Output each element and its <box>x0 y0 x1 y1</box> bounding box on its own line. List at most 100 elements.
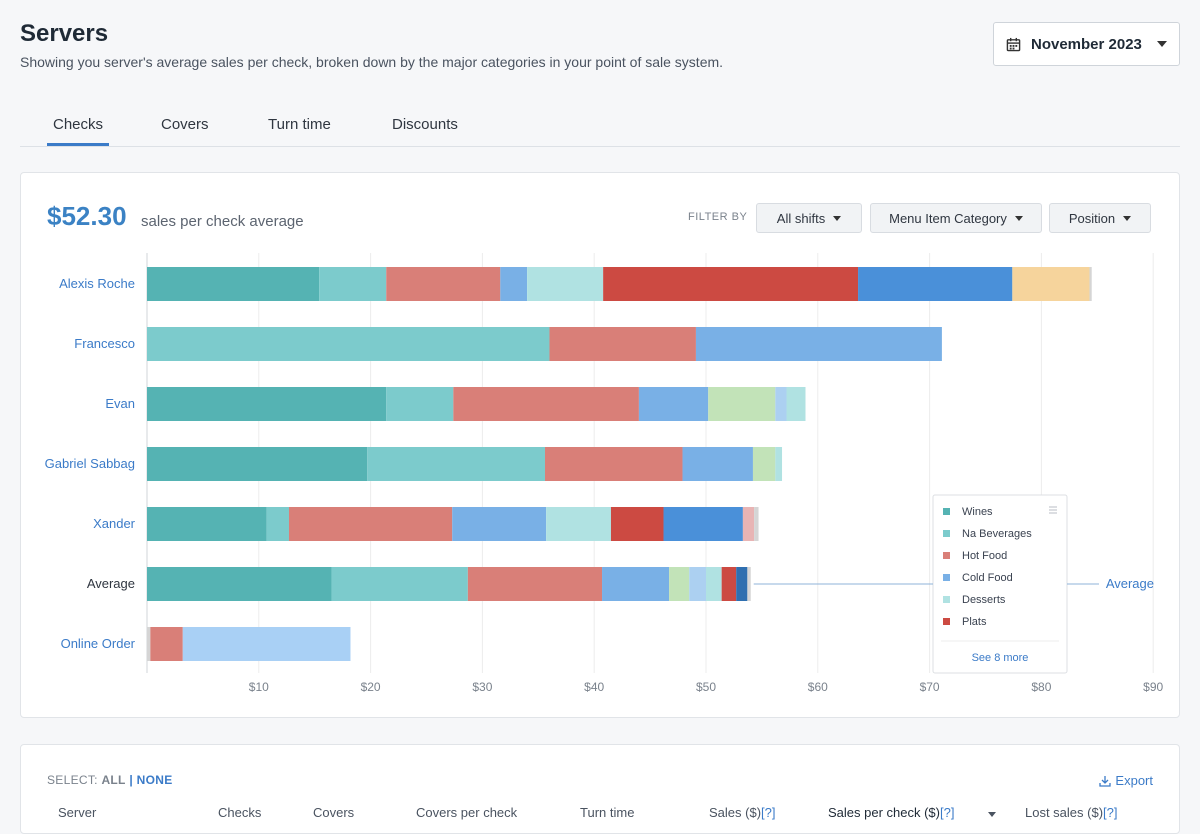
bar-segment[interactable] <box>147 447 368 481</box>
bar-segment[interactable] <box>331 567 468 601</box>
help-marker[interactable]: [?] <box>761 805 776 820</box>
filter-shifts-button[interactable]: All shifts <box>756 203 862 233</box>
page-header: Servers Showing you server's average sal… <box>20 18 920 70</box>
date-picker-button[interactable]: November 2023 <box>993 22 1180 66</box>
bar-segment[interactable] <box>610 507 664 541</box>
help-marker[interactable]: [?] <box>940 805 955 820</box>
x-tick-label: $60 <box>808 680 828 694</box>
column-sales-per-check[interactable]: Sales per check ($)[?] <box>828 805 997 820</box>
bar-segment[interactable] <box>736 567 748 601</box>
bar-segment[interactable] <box>708 387 776 421</box>
bar-segment[interactable] <box>752 447 776 481</box>
bar-segment[interactable] <box>775 447 783 481</box>
bar-segment[interactable] <box>695 327 942 361</box>
column-turn-time[interactable]: Turn time <box>580 805 635 820</box>
bar-segment[interactable] <box>858 267 1013 301</box>
bar-segment[interactable] <box>747 567 751 601</box>
bar-segment[interactable] <box>147 627 151 661</box>
bar-segment[interactable] <box>147 387 387 421</box>
legend-see-more-link[interactable]: See 8 more <box>972 652 1029 664</box>
column-covers[interactable]: Covers <box>313 805 355 820</box>
category-label[interactable]: Evan <box>105 396 135 411</box>
table-card: SELECT: ALL | NONE Export Server Checks … <box>20 744 1180 834</box>
download-icon <box>1099 775 1112 787</box>
legend-swatch <box>943 574 950 581</box>
tab-covers[interactable]: Covers <box>161 116 209 133</box>
legend-box <box>932 494 1068 674</box>
x-tick-label: $70 <box>920 680 940 694</box>
filter-position-button[interactable]: Position <box>1049 203 1151 233</box>
bar-segment[interactable] <box>602 567 670 601</box>
column-checks[interactable]: Checks <box>218 805 262 820</box>
category-label[interactable]: Francesco <box>74 336 135 351</box>
legend-entry-label[interactable]: Hot Food <box>962 550 1007 562</box>
bar-segment[interactable] <box>288 507 453 541</box>
bar-segment[interactable] <box>603 267 859 301</box>
bar-segment[interactable] <box>638 387 709 421</box>
bar-segment[interactable] <box>721 567 737 601</box>
bar-segment[interactable] <box>319 267 387 301</box>
tab-checks[interactable]: Checks <box>47 116 110 146</box>
column-lost-sales[interactable]: Lost sales ($)[?] <box>1025 805 1118 820</box>
bar-segment[interactable] <box>527 267 604 301</box>
caret-down-icon <box>1157 41 1167 47</box>
bar-segment[interactable] <box>266 507 289 541</box>
summary-label: sales per check average <box>141 213 304 230</box>
bar-segment[interactable] <box>367 447 546 481</box>
tab-turn-time[interactable]: Turn time <box>268 116 331 133</box>
bar-segment[interactable] <box>549 327 696 361</box>
bar-segment[interactable] <box>1089 267 1092 301</box>
bar-segment[interactable] <box>742 507 755 541</box>
category-label[interactable]: Online Order <box>61 636 136 651</box>
category-label[interactable]: Gabriel Sabbag <box>45 456 135 471</box>
bar-segment[interactable] <box>386 387 454 421</box>
legend-swatch <box>943 552 950 559</box>
filter-label: FILTER BY <box>688 211 748 223</box>
bar-segment[interactable] <box>386 267 501 301</box>
bar-segment[interactable] <box>147 507 267 541</box>
select-all-link[interactable]: ALL <box>101 773 126 787</box>
bar-segment[interactable] <box>754 507 759 541</box>
x-tick-label: $20 <box>361 680 381 694</box>
bar-segment[interactable] <box>669 567 690 601</box>
bar-segment[interactable] <box>546 507 611 541</box>
tab-discounts[interactable]: Discounts <box>392 116 458 133</box>
bar-segment[interactable] <box>1012 267 1090 301</box>
filter-shifts-label: All shifts <box>776 210 826 226</box>
bar-segment[interactable] <box>147 267 320 301</box>
bar-segment[interactable] <box>453 387 639 421</box>
category-label[interactable]: Alexis Roche <box>59 276 135 291</box>
legend-swatch <box>943 530 950 537</box>
category-label[interactable]: Xander <box>93 516 136 531</box>
bar-segment[interactable] <box>786 387 806 421</box>
bar-segment[interactable] <box>545 447 683 481</box>
bar-segment[interactable] <box>689 567 706 601</box>
column-sales[interactable]: Sales ($)[?] <box>709 805 776 820</box>
bar-segment[interactable] <box>452 507 547 541</box>
column-server[interactable]: Server <box>58 805 97 820</box>
legend-entry-label[interactable]: Wines <box>962 506 993 518</box>
bar-segment[interactable] <box>682 447 753 481</box>
bar-segment[interactable] <box>706 567 722 601</box>
export-label: Export <box>1115 773 1153 788</box>
bar-segment[interactable] <box>147 567 332 601</box>
legend-entry-label[interactable]: Plats <box>962 616 987 628</box>
filter-category-button[interactable]: Menu Item Category <box>870 203 1042 233</box>
bar-segment[interactable] <box>150 627 183 661</box>
caret-down-icon <box>833 215 842 221</box>
bar-segment[interactable] <box>182 627 351 661</box>
column-covers-per-check[interactable]: Covers per check <box>416 805 518 820</box>
select-none-link[interactable]: NONE <box>136 773 173 787</box>
export-button[interactable]: Export <box>1099 773 1153 788</box>
bar-segment[interactable] <box>663 507 743 541</box>
stacked-bar-chart: $10 $20 $30 $40 $50 $60 $70 $80 $90 Alexis Roche F… <box>45 253 1164 694</box>
legend-entry-label[interactable]: Na Beverages <box>962 528 1032 540</box>
legend-entry-label[interactable]: Desserts <box>962 594 1006 606</box>
bar-segment[interactable] <box>500 267 528 301</box>
bar-segment[interactable] <box>147 327 550 361</box>
bar-segment[interactable] <box>775 387 787 421</box>
bar-segment[interactable] <box>467 567 603 601</box>
legend-entry-label[interactable]: Cold Food <box>962 572 1013 584</box>
summary-value: $52.30 <box>47 201 127 231</box>
help-marker[interactable]: [?] <box>1103 805 1118 820</box>
